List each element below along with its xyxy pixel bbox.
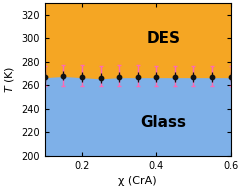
Point	[99, 77, 102, 80]
X-axis label: χ (CrA): χ (CrA)	[118, 176, 157, 186]
Point	[173, 75, 177, 78]
Point	[117, 75, 121, 78]
Y-axis label: $T$ (K): $T$ (K)	[3, 66, 16, 93]
Text: Glass: Glass	[141, 115, 187, 130]
Point	[192, 75, 195, 78]
Point	[136, 75, 140, 78]
Point	[80, 75, 84, 78]
Point	[61, 74, 65, 77]
Text: DES: DES	[147, 31, 181, 46]
Point	[154, 75, 158, 78]
Point	[229, 75, 233, 78]
Point	[210, 75, 214, 78]
Point	[43, 75, 47, 78]
